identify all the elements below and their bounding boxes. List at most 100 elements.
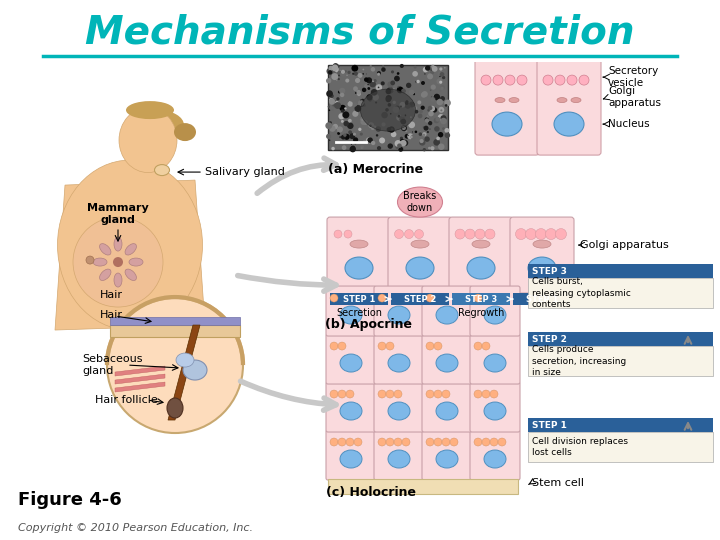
FancyBboxPatch shape — [528, 346, 713, 376]
Circle shape — [369, 125, 372, 127]
Circle shape — [362, 69, 364, 70]
Circle shape — [498, 438, 506, 446]
Circle shape — [344, 107, 346, 110]
Circle shape — [390, 113, 392, 114]
Ellipse shape — [388, 450, 410, 468]
Ellipse shape — [554, 112, 584, 136]
FancyBboxPatch shape — [422, 382, 472, 432]
Ellipse shape — [345, 257, 373, 279]
Circle shape — [385, 97, 391, 102]
Circle shape — [433, 97, 435, 98]
Circle shape — [360, 117, 364, 122]
Ellipse shape — [340, 402, 362, 420]
FancyBboxPatch shape — [422, 334, 472, 384]
Circle shape — [113, 257, 123, 267]
Circle shape — [517, 75, 527, 85]
Circle shape — [482, 390, 490, 398]
Text: Salivary gland: Salivary gland — [205, 167, 285, 177]
Circle shape — [428, 111, 433, 117]
Circle shape — [364, 77, 369, 82]
Circle shape — [567, 75, 577, 85]
Circle shape — [431, 85, 436, 90]
Text: Regrowth: Regrowth — [458, 308, 504, 318]
Text: Golgi
apparatus: Golgi apparatus — [608, 86, 661, 108]
Circle shape — [402, 126, 406, 130]
Circle shape — [362, 87, 366, 92]
Circle shape — [556, 228, 567, 240]
Circle shape — [428, 147, 431, 150]
Circle shape — [412, 131, 413, 132]
Circle shape — [405, 130, 408, 132]
Circle shape — [328, 66, 333, 71]
Circle shape — [465, 229, 475, 239]
Circle shape — [433, 94, 440, 100]
Circle shape — [361, 99, 364, 103]
Ellipse shape — [126, 101, 174, 119]
Circle shape — [410, 116, 412, 118]
Circle shape — [434, 94, 438, 98]
Circle shape — [423, 148, 426, 151]
Circle shape — [419, 110, 423, 113]
Circle shape — [378, 342, 386, 350]
Circle shape — [429, 106, 435, 112]
Circle shape — [426, 438, 434, 446]
Circle shape — [405, 100, 408, 103]
Circle shape — [423, 126, 424, 128]
Circle shape — [413, 106, 417, 110]
Text: Mammary
gland: Mammary gland — [87, 204, 149, 225]
Polygon shape — [137, 175, 163, 195]
Circle shape — [401, 125, 407, 131]
Circle shape — [426, 342, 434, 350]
Circle shape — [415, 131, 417, 133]
Ellipse shape — [509, 98, 519, 103]
Polygon shape — [115, 366, 165, 376]
Circle shape — [445, 132, 450, 138]
Circle shape — [423, 134, 426, 136]
Circle shape — [405, 134, 410, 139]
Text: Stem cell: Stem cell — [532, 478, 584, 488]
Circle shape — [358, 73, 362, 78]
Circle shape — [351, 65, 359, 72]
Circle shape — [388, 130, 390, 132]
Circle shape — [405, 102, 408, 105]
Circle shape — [330, 94, 334, 98]
Circle shape — [485, 229, 495, 239]
Circle shape — [341, 109, 344, 112]
Circle shape — [353, 133, 356, 136]
Ellipse shape — [114, 273, 122, 287]
Circle shape — [354, 143, 356, 145]
Circle shape — [419, 139, 426, 146]
Circle shape — [396, 114, 402, 121]
FancyBboxPatch shape — [422, 430, 472, 480]
Circle shape — [343, 133, 346, 137]
Circle shape — [432, 66, 438, 72]
Circle shape — [378, 86, 379, 88]
Circle shape — [410, 135, 415, 139]
Circle shape — [329, 98, 333, 103]
Circle shape — [405, 103, 411, 109]
Circle shape — [338, 390, 346, 398]
Circle shape — [440, 118, 447, 124]
FancyBboxPatch shape — [326, 286, 376, 336]
Circle shape — [388, 126, 395, 133]
Circle shape — [438, 144, 444, 150]
Circle shape — [356, 90, 361, 94]
Circle shape — [397, 86, 403, 93]
Circle shape — [332, 100, 338, 106]
Circle shape — [367, 87, 370, 90]
Circle shape — [391, 70, 394, 73]
Ellipse shape — [176, 353, 194, 367]
Circle shape — [432, 107, 437, 113]
FancyBboxPatch shape — [330, 293, 388, 305]
FancyBboxPatch shape — [470, 382, 520, 432]
Circle shape — [402, 140, 408, 146]
Circle shape — [344, 230, 352, 238]
Text: Hair: Hair — [100, 310, 123, 320]
Circle shape — [481, 75, 491, 85]
Circle shape — [338, 113, 345, 119]
Ellipse shape — [132, 110, 184, 140]
Text: STEP 3: STEP 3 — [465, 294, 497, 303]
Circle shape — [429, 128, 431, 130]
Circle shape — [329, 140, 330, 141]
Circle shape — [338, 91, 341, 93]
